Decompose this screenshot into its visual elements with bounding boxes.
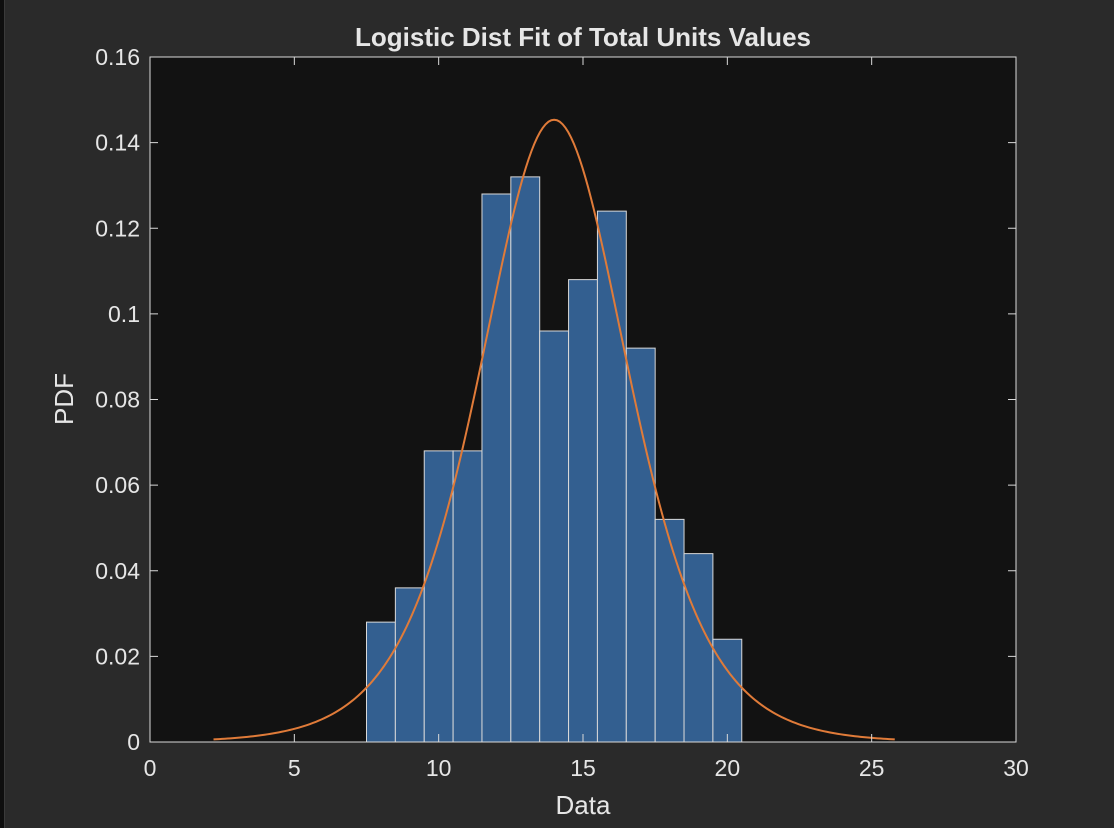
- axis-ticks: 0 5 10 15 20 25 30 0 0.02 0.04 0.06 0.08 0.1 0.12 0.14…: [95, 44, 1029, 781]
- histogram-bar: [394, 587, 425, 743]
- histogram-bar: [654, 518, 685, 743]
- x-axis-label: Data: [556, 790, 611, 820]
- histogram-bar: [683, 553, 714, 743]
- y-axis-label: PDF: [49, 373, 79, 425]
- y-tick-label: 0.12: [95, 215, 140, 241]
- y-tick-label: 0.06: [95, 472, 140, 498]
- histogram-bar: [481, 193, 512, 743]
- x-tick-label: 15: [570, 755, 596, 781]
- y-tick-label: 0.02: [95, 643, 140, 669]
- chart-title: Logistic Dist Fit of Total Units Values: [355, 22, 811, 52]
- x-tick-label: 30: [1003, 755, 1029, 781]
- histogram-bars: [366, 176, 743, 743]
- y-tick-label: 0.1: [108, 301, 140, 327]
- x-tick-label: 5: [288, 755, 301, 781]
- histogram-bar: [568, 279, 598, 743]
- x-tick-label: 10: [426, 755, 452, 781]
- y-tick-label: 0.08: [95, 387, 140, 413]
- histogram-bar: [452, 450, 483, 743]
- logistic-fit-line: [213, 118, 895, 741]
- y-tick-label: 0: [127, 729, 140, 755]
- histogram-bar: [625, 347, 656, 743]
- histogram-bar: [539, 330, 570, 743]
- y-tick-label: 0.16: [95, 44, 140, 70]
- y-tick-label: 0.04: [95, 558, 140, 584]
- x-tick-label: 0: [144, 755, 157, 781]
- histogram-bar: [510, 176, 541, 743]
- x-tick-label: 25: [859, 755, 885, 781]
- histogram-bar: [423, 450, 454, 743]
- y-tick-label: 0.14: [95, 130, 140, 156]
- x-tick-label: 20: [715, 755, 741, 781]
